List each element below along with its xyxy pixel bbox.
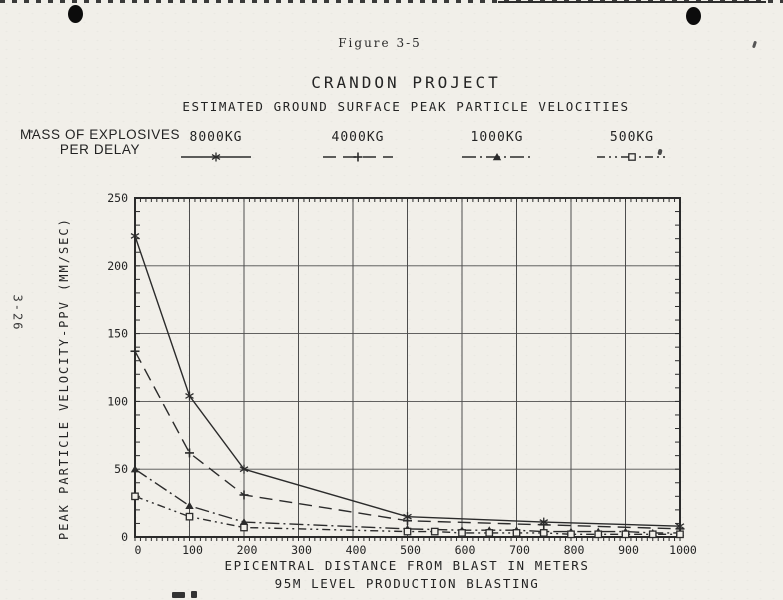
x-axis-subtitle: 95M LEVEL PRODUCTION BLASTING (274, 576, 540, 591)
legend-label-500kg: 500KG (609, 130, 655, 145)
legend-item-8000kg: 8000KG (168, 130, 264, 164)
svg-text:100: 100 (182, 543, 203, 557)
legend-heading-line1: MASS OF EXPLOSIVES (19, 127, 181, 142)
svg-text:0: 0 (135, 543, 142, 557)
svg-text:600: 600 (455, 543, 476, 557)
svg-text:300: 300 (291, 543, 312, 557)
ppv-vs-distance-chart: 0 100 200 300 400 500 600 700 800 900 1000 0 50 100 15… (60, 188, 720, 570)
svg-text:400: 400 (346, 543, 367, 557)
legend-sample-8000kg-asterisk-solid-line (181, 152, 251, 162)
svg-text:150: 150 (107, 327, 128, 341)
svg-text:500: 500 (400, 543, 421, 557)
scan-speck (30, 130, 33, 133)
svg-text:200: 200 (237, 543, 258, 557)
svg-text:700: 700 (509, 543, 530, 557)
legend-item-1000kg: 1000KG (449, 130, 545, 164)
cut-off-mark (172, 592, 185, 598)
svg-text:50: 50 (114, 462, 128, 476)
svg-text:0: 0 (121, 530, 128, 544)
legend-label-1000kg: 1000KG (470, 130, 524, 145)
svg-text:800: 800 (564, 543, 585, 557)
svg-text:250: 250 (107, 191, 128, 205)
scan-edge-artifact (0, 0, 783, 3)
scan-edge-artifact-dark (498, 1, 766, 3)
legend-item-4000kg: 4000KG (310, 130, 406, 164)
figure-number: Figure 3-5 (338, 36, 422, 50)
scan-speck (751, 40, 758, 49)
svg-text:1000: 1000 (669, 543, 697, 557)
legend-sample-500kg-square-dashdotdot-line (597, 153, 667, 161)
chart-canvas: 0 100 200 300 400 500 600 700 800 900 1000 0 50 100 15… (107, 191, 697, 557)
cut-off-mark (191, 591, 197, 598)
legend-label-8000kg: 8000KG (189, 130, 243, 145)
legend-heading-line2: PER DELAY (59, 142, 141, 157)
page-title: CRANDON PROJECT (311, 73, 501, 92)
page-number: 3-26 (10, 294, 25, 332)
svg-text:900: 900 (618, 543, 639, 557)
svg-text:200: 200 (107, 259, 128, 273)
x-axis-title: EPICENTRAL DISTANCE FROM BLAST IN METERS (224, 558, 590, 573)
hole-punch-right (686, 7, 701, 25)
legend-item-500kg: 500KG (584, 130, 680, 164)
page-subtitle: ESTIMATED GROUND SURFACE PEAK PARTICLE V… (182, 99, 630, 114)
hole-punch-left (68, 5, 83, 23)
svg-text:100: 100 (107, 394, 128, 408)
legend-label-4000kg: 4000KG (331, 130, 385, 145)
legend-sample-1000kg-triangle-dashdot-line (462, 153, 532, 161)
legend-sample-4000kg-plus-dashed-line (323, 152, 393, 162)
